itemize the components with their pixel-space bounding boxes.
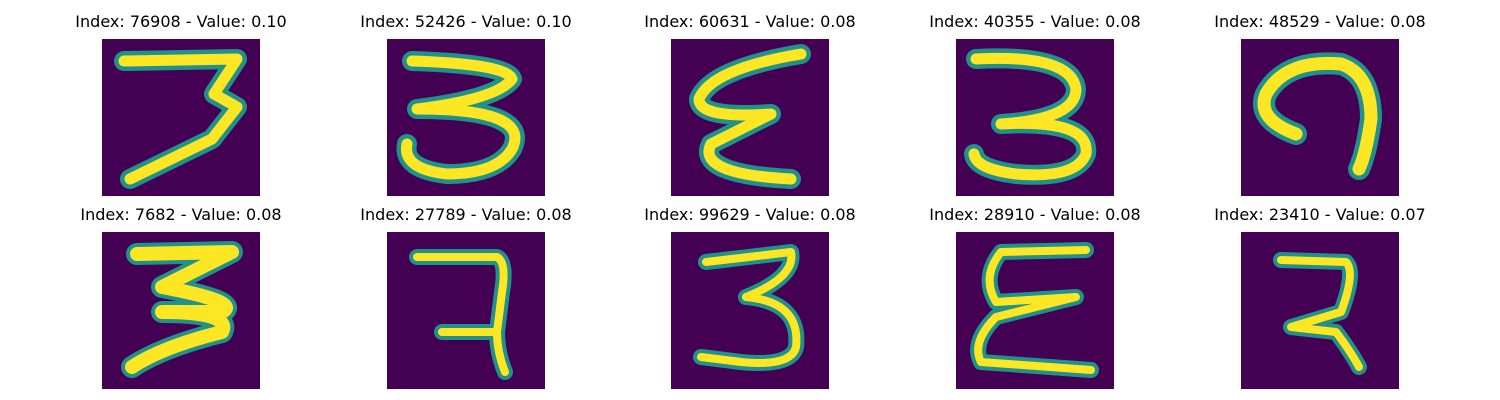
panel: Index: 28910 - Value: 0.08: [929, 205, 1141, 389]
digit-stroke: [121, 241, 243, 378]
panel: Index: 76908 - Value: 0.10: [75, 12, 287, 196]
panel-title: Index: 76908 - Value: 0.10: [75, 12, 287, 31]
digit-image: [956, 39, 1114, 196]
digit-image: [102, 232, 260, 389]
panel-title: Index: 28910 - Value: 0.08: [929, 205, 1141, 224]
panel-title: Index: 60631 - Value: 0.08: [644, 12, 856, 31]
panel: Index: 23410 - Value: 0.07: [1214, 205, 1426, 389]
panel: Index: 27789 - Value: 0.08: [360, 205, 572, 389]
panel: Index: 60631 - Value: 0.08: [644, 12, 856, 196]
panel: Index: 52426 - Value: 0.10: [360, 12, 572, 196]
panel-title: Index: 52426 - Value: 0.10: [360, 12, 572, 31]
digit-stroke: [693, 244, 805, 371]
digit-stroke: [970, 242, 1099, 378]
digit-stroke: [689, 44, 811, 189]
panel: Index: 7682 - Value: 0.08: [80, 205, 282, 389]
panel-title: Index: 7682 - Value: 0.08: [80, 205, 282, 224]
panel: Index: 40355 - Value: 0.08: [929, 12, 1141, 196]
digit-image: [1241, 232, 1399, 389]
digit-image: [671, 232, 829, 389]
digit-stroke: [1273, 252, 1367, 375]
digit-image: [387, 232, 545, 389]
digit-image: [102, 39, 260, 196]
digit-stroke: [114, 49, 247, 189]
panel-title: Index: 23410 - Value: 0.07: [1214, 205, 1426, 224]
digit-stroke: [964, 48, 1097, 185]
digit-stroke: [1253, 52, 1382, 180]
panel-title: Index: 99629 - Value: 0.08: [644, 205, 856, 224]
panel-title: Index: 40355 - Value: 0.08: [929, 12, 1141, 31]
digit-image: [956, 232, 1114, 389]
panel: Index: 99629 - Value: 0.08: [644, 205, 856, 389]
panel: Index: 48529 - Value: 0.08: [1214, 12, 1426, 196]
panel-title: Index: 27789 - Value: 0.08: [360, 205, 572, 224]
panel-title: Index: 48529 - Value: 0.08: [1214, 12, 1426, 31]
digit-image: [671, 39, 829, 196]
digit-stroke: [409, 249, 513, 380]
digit-stroke: [396, 51, 525, 184]
digit-image: [387, 39, 545, 196]
digit-image: [1241, 39, 1399, 196]
